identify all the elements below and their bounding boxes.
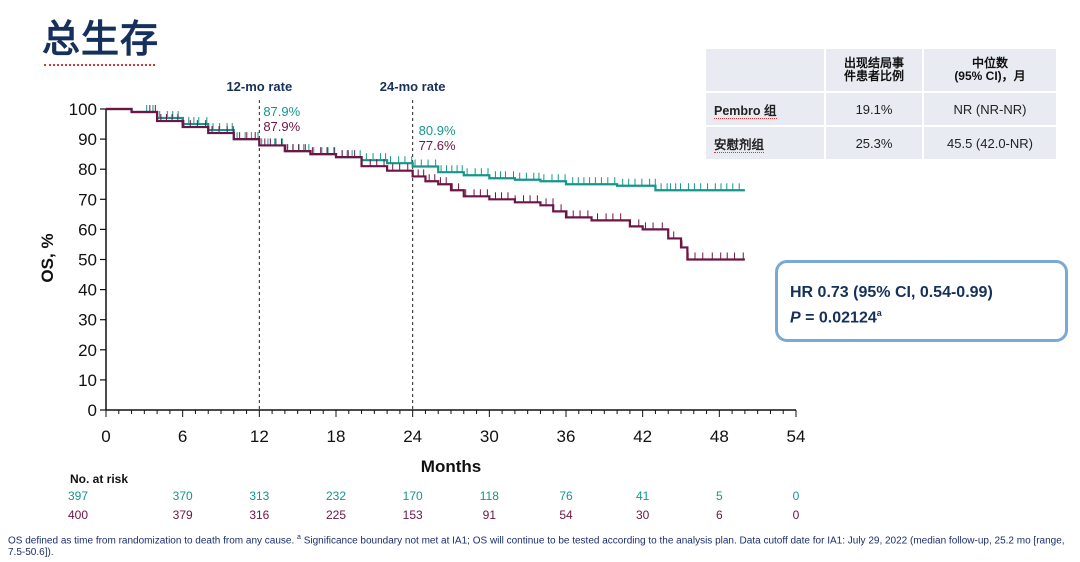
summary-median-pembro: NR (NR-NR) bbox=[924, 93, 1056, 125]
x-tick-label: 18 bbox=[327, 427, 346, 446]
at-risk-pembro: 5 bbox=[716, 489, 723, 503]
x-tick-label: 0 bbox=[101, 427, 110, 446]
page-title: 总生存 bbox=[42, 8, 159, 66]
at-risk-title: No. at risk bbox=[70, 472, 128, 486]
footnote-part1: OS defined as time from randomization to… bbox=[8, 535, 298, 547]
at-risk-placebo: 316 bbox=[249, 508, 269, 522]
at-risk-pembro: 313 bbox=[249, 489, 269, 503]
reference-label-24: 24-mo rate bbox=[380, 79, 446, 94]
summary-header-row: 出现结局事 件患者比例 中位数 (95% CI)，月 bbox=[706, 49, 1056, 91]
at-risk-pembro: 232 bbox=[326, 489, 346, 503]
x-tick-label: 30 bbox=[480, 427, 499, 446]
hazard-ratio-box: HR 0.73 (95% CI, 0.54-0.99) P = 0.02124a bbox=[775, 260, 1068, 342]
x-axis-label: Months bbox=[421, 457, 481, 476]
y-tick-label: 90 bbox=[78, 130, 97, 149]
rate-label-pembro-24: 80.9% bbox=[419, 123, 456, 138]
at-risk-pembro: 41 bbox=[636, 489, 650, 503]
summary-row-placebo: 安慰剂组 25.3% 45.5 (42.0-NR) bbox=[706, 127, 1056, 159]
events-header-text: 出现结局事 件患者比例 bbox=[843, 56, 904, 83]
at-risk-pembro: 0 bbox=[793, 489, 800, 503]
y-tick-label: 20 bbox=[78, 341, 97, 360]
at-risk-pembro: 118 bbox=[480, 489, 499, 503]
at-risk-placebo: 30 bbox=[636, 508, 650, 522]
summary-row-pembro: Pembro 组 19.1% NR (NR-NR) bbox=[706, 93, 1056, 125]
rate-label-placebo-24: 77.6% bbox=[419, 138, 456, 153]
summary-header-events: 出现结局事 件患者比例 bbox=[826, 49, 922, 91]
y-tick-label: 70 bbox=[78, 190, 97, 209]
summary-events-placebo: 25.3% bbox=[826, 127, 922, 159]
summary-arm-placebo: 安慰剂组 bbox=[706, 127, 824, 159]
summary-table: 出现结局事 件患者比例 中位数 (95% CI)，月 Pembro 组 19.1… bbox=[704, 47, 1058, 161]
at-risk-placebo: 54 bbox=[559, 508, 573, 522]
y-tick-label: 50 bbox=[78, 251, 97, 270]
summary-header-arm bbox=[706, 49, 824, 91]
km-curve-pembro bbox=[106, 107, 745, 192]
at-risk-pembro: 76 bbox=[559, 489, 573, 503]
y-axis-label: OS, % bbox=[38, 233, 57, 282]
median-header-text: 中位数 (95% CI)，月 bbox=[954, 56, 1026, 83]
y-tick-label: 40 bbox=[78, 281, 97, 300]
y-tick-label: 60 bbox=[78, 220, 97, 239]
x-tick-label: 6 bbox=[178, 427, 187, 446]
summary-arm-pembro: Pembro 组 bbox=[706, 93, 824, 125]
at-risk-placebo: 379 bbox=[173, 508, 193, 522]
summary-events-pembro: 19.1% bbox=[826, 93, 922, 125]
x-tick-label: 12 bbox=[250, 427, 269, 446]
x-tick-label: 42 bbox=[633, 427, 652, 446]
summary-header-median: 中位数 (95% CI)，月 bbox=[924, 49, 1056, 91]
at-risk-placebo: 153 bbox=[403, 508, 423, 522]
footnote: OS defined as time from randomization to… bbox=[8, 532, 1073, 559]
rate-label-placebo-12: 87.9% bbox=[263, 119, 300, 134]
p-value: = 0.02124 bbox=[800, 309, 877, 327]
p-label: P bbox=[790, 309, 801, 327]
rate-label-pembro-12: 87.9% bbox=[263, 104, 300, 119]
at-risk-placebo: 400 bbox=[68, 508, 88, 522]
reference-label-12: 12-mo rate bbox=[226, 79, 292, 94]
at-risk-pembro: 370 bbox=[173, 489, 193, 503]
at-risk-placebo: 225 bbox=[326, 508, 346, 522]
at-risk-placebo: 6 bbox=[716, 508, 723, 522]
p-footnote-mark: a bbox=[876, 308, 882, 318]
x-tick-label: 24 bbox=[403, 427, 422, 446]
at-risk-pembro: 397 bbox=[68, 489, 88, 503]
at-risk-placebo: 91 bbox=[483, 508, 497, 522]
x-tick-label: 36 bbox=[557, 427, 576, 446]
x-tick-label: 48 bbox=[710, 427, 729, 446]
y-tick-label: 0 bbox=[88, 401, 97, 420]
y-tick-label: 100 bbox=[69, 100, 97, 119]
y-tick-label: 80 bbox=[78, 160, 97, 179]
footnote-mark: a bbox=[297, 534, 301, 541]
arm-label-placebo: 安慰剂组 bbox=[714, 137, 765, 153]
summary-median-placebo: 45.5 (42.0-NR) bbox=[924, 127, 1056, 159]
at-risk-pembro: 170 bbox=[403, 489, 423, 503]
footnote-part2: Significance boundary not met at IA1; OS… bbox=[8, 535, 1065, 559]
hazard-ratio-text: HR 0.73 (95% CI, 0.54-0.99) bbox=[790, 284, 993, 301]
x-tick-label: 54 bbox=[787, 427, 806, 446]
p-value-text: P = 0.02124a bbox=[790, 303, 1065, 328]
arm-label-pembro: Pembro 组 bbox=[714, 103, 777, 119]
y-tick-label: 30 bbox=[78, 311, 97, 330]
at-risk-placebo: 0 bbox=[793, 508, 800, 522]
y-tick-label: 10 bbox=[78, 371, 97, 390]
